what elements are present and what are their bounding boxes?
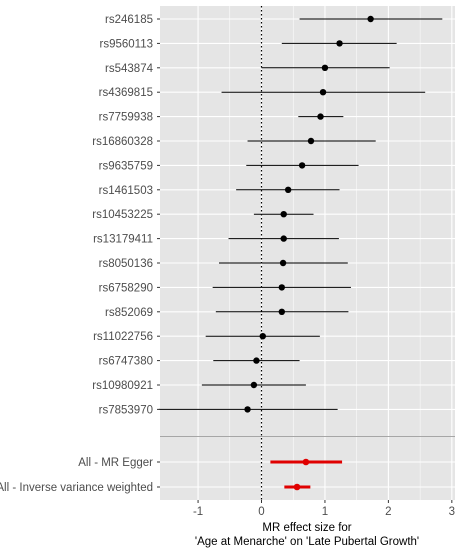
label-rs9560113: rs9560113 <box>100 38 154 50</box>
point-rs852069 <box>278 308 286 315</box>
x-tick-label: 3 <box>449 506 455 518</box>
label-rs10980921: rs10980921 <box>92 380 153 392</box>
point-rs1461503 <box>284 186 292 193</box>
x-tick-label: 0 <box>258 506 264 518</box>
x-tick-label: 1 <box>322 506 328 518</box>
x-tick-label: 2 <box>385 506 391 518</box>
point-rs9560113 <box>336 40 343 47</box>
point-rs10453225 <box>280 211 287 218</box>
label-rs7853970: rs7853970 <box>99 404 153 416</box>
point-rs6758290 <box>278 284 286 291</box>
label-rs543874: rs543874 <box>105 63 154 75</box>
label-rs9635759: rs9635759 <box>99 160 153 172</box>
label-rs246185: rs246185 <box>105 14 153 26</box>
label-rs16860328: rs16860328 <box>92 136 153 148</box>
point-rs10980921 <box>250 381 258 389</box>
label-rs6747380: rs6747380 <box>99 356 153 368</box>
point-rs9635759 <box>298 162 306 169</box>
x-axis-title-line-2: 'Age at Menarche' on 'Late Pubertal Grow… <box>195 536 419 548</box>
label-rs13179411: rs13179411 <box>93 234 153 246</box>
point-rs246185 <box>367 15 374 23</box>
y-axis-labels: rs246185 rs9560113 rs543874 rs4369815 rs7759… <box>0 14 160 494</box>
point-rs7853970 <box>244 406 251 413</box>
x-axis: -1 0 1 2 3 <box>193 500 455 518</box>
summary-label-all-inverse-variance-weighted: All - Inverse variance weighted <box>0 482 153 494</box>
point-rs543874 <box>321 64 329 72</box>
label-rs11022756: rs11022756 <box>93 331 153 343</box>
label-rs4369815: rs4369815 <box>99 87 153 99</box>
data-marks <box>158 15 443 491</box>
point-rs8050136 <box>279 259 287 267</box>
label-rs6758290: rs6758290 <box>99 282 153 294</box>
label-rs10453225: rs10453225 <box>92 209 153 221</box>
label-rs1461503: rs1461503 <box>99 185 153 197</box>
point-rs7759938 <box>317 113 324 120</box>
summary-label-all-mr-egger: All - MR Egger <box>78 457 153 469</box>
point-rs6747380 <box>253 357 260 364</box>
plot-panel <box>160 6 455 500</box>
point-rs4369815 <box>319 89 327 96</box>
x-axis-title-line-1: MR effect size for <box>262 522 351 534</box>
x-tick-label: -1 <box>193 506 203 518</box>
point-rs11022756 <box>259 333 266 340</box>
point-rs13179411 <box>280 235 287 242</box>
summary-point-all-inverse-variance-weighted <box>293 483 301 491</box>
label-rs7759938: rs7759938 <box>99 112 153 124</box>
summary-point-all-mr-egger <box>302 458 310 466</box>
label-rs852069: rs852069 <box>105 307 153 319</box>
label-rs8050136: rs8050136 <box>99 258 153 270</box>
point-rs16860328 <box>307 137 315 145</box>
